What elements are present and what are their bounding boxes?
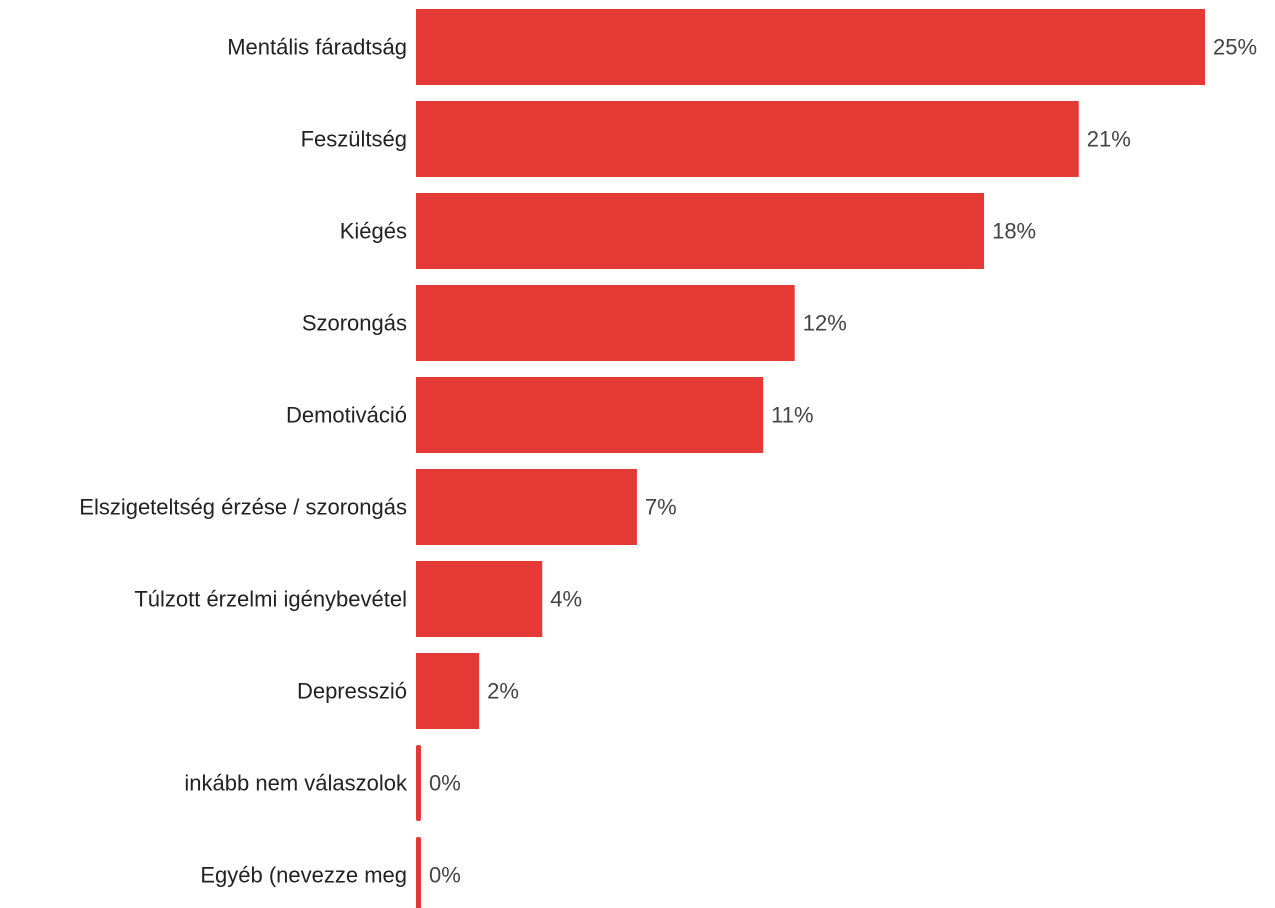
- value-label: 4%: [550, 587, 582, 612]
- bars-group: [416, 9, 1205, 908]
- bar-5: [416, 469, 637, 545]
- value-label: 25%: [1213, 35, 1257, 60]
- value-label: 7%: [645, 495, 677, 520]
- bar-0: [416, 9, 1205, 85]
- bar-8: [416, 745, 421, 821]
- value-label: 0%: [429, 771, 461, 796]
- category-label: Depresszió: [297, 679, 407, 704]
- value-label: 12%: [803, 311, 847, 336]
- value-label: 0%: [429, 863, 461, 888]
- category-label: Kiégés: [340, 219, 407, 244]
- category-label: Feszültség: [301, 127, 407, 152]
- category-label: Elszigeteltség érzése / szorongás: [79, 495, 407, 520]
- bar-3: [416, 285, 795, 361]
- bar-6: [416, 561, 543, 637]
- value-label: 21%: [1087, 127, 1131, 152]
- value-labels-group: 25% 21% 18% 12% 11% 7% 4% 2% 0% 0%: [429, 35, 1257, 888]
- category-label: Demotiváció: [286, 403, 407, 428]
- bar-2: [416, 193, 985, 269]
- bar-7: [416, 653, 480, 729]
- category-label: Egyéb (nevezze meg: [200, 863, 407, 888]
- category-label: Mentális fáradtság: [227, 35, 407, 60]
- category-label: Szorongás: [302, 311, 407, 336]
- category-labels-group: Mentális fáradtság Feszültség Kiégés Szoron…: [79, 35, 408, 888]
- value-label: 2%: [487, 679, 519, 704]
- category-label: inkább nem válaszolok: [184, 771, 408, 796]
- bar-9: [416, 837, 421, 908]
- value-label: 18%: [992, 219, 1036, 244]
- value-label: 11%: [771, 403, 813, 428]
- bar-1: [416, 101, 1079, 177]
- bar-4: [416, 377, 764, 453]
- category-label: Túlzott érzelmi igénybevétel: [134, 587, 407, 612]
